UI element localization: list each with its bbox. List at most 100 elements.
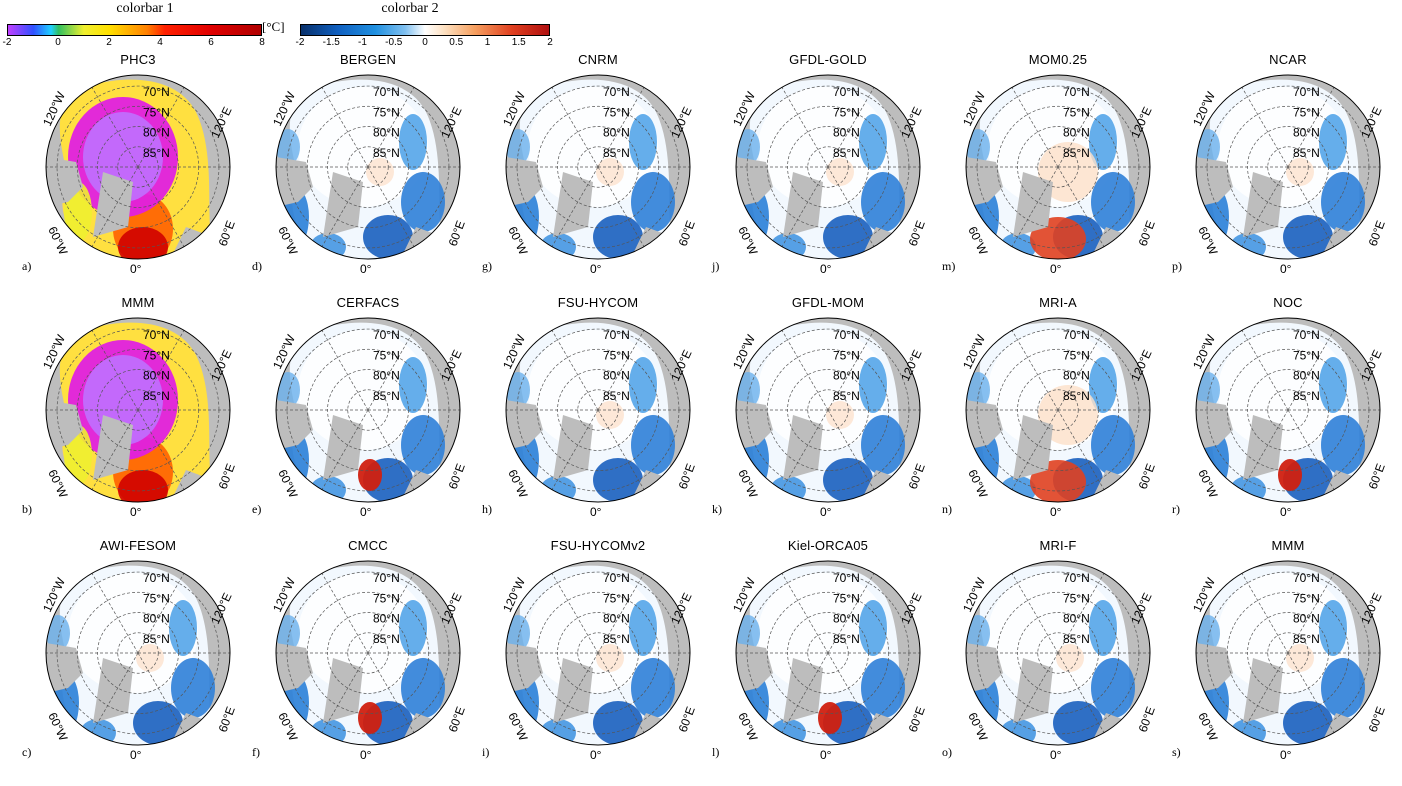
greenland	[1013, 172, 1053, 237]
map-border	[965, 317, 1151, 503]
labrador-anomaly	[540, 476, 576, 502]
panel-title: CERFACS	[336, 295, 400, 310]
meridian-line	[1287, 330, 1335, 411]
map-border	[45, 317, 231, 503]
shelf-anomaly	[629, 357, 657, 413]
colorbar-2-tick: -0.5	[385, 37, 403, 48]
panel-letter: n)	[942, 502, 952, 516]
colorbar-2-tick: 0	[422, 37, 428, 48]
central-basin	[988, 573, 1118, 693]
meridian-line	[781, 409, 829, 490]
nordic-anomaly	[593, 458, 643, 502]
longitude-label: 0°	[1050, 505, 1062, 519]
greenland	[1243, 658, 1283, 723]
labrador-anomaly	[1230, 233, 1266, 259]
colorbar-2-tick: -1	[358, 37, 367, 48]
canadian-archipelago	[506, 400, 543, 450]
latitude-label: 80°N	[833, 369, 860, 383]
nordic-anomaly	[823, 458, 873, 502]
shelf-anomaly	[1089, 114, 1117, 170]
colorbar-1-tick: -2	[2, 37, 12, 48]
meridian-line	[137, 652, 185, 733]
latitude-label: 80°N	[1063, 369, 1090, 383]
latitude-label: 80°N	[1063, 126, 1090, 140]
shelf-anomaly	[1319, 600, 1347, 656]
greenland	[553, 415, 593, 480]
longitude-label: 0°	[1050, 748, 1062, 762]
warm-anomaly	[1278, 459, 1302, 491]
greenland	[1013, 658, 1053, 723]
panel-title: MMM	[1271, 538, 1305, 553]
meridian-line	[1241, 330, 1289, 411]
latitude-label: 70°N	[373, 571, 400, 585]
canadian-archipelago	[736, 400, 773, 450]
greenland	[553, 172, 593, 237]
meridian-line	[597, 652, 645, 733]
shelf-anomaly	[629, 600, 657, 656]
meridian-line	[1057, 330, 1105, 411]
meridian-line	[1011, 330, 1059, 411]
meridian-line	[551, 573, 599, 654]
labrador-anomaly	[310, 476, 346, 502]
map-panel: NCAR p) 70°N 75°N 80°N 85°N 120°W 120°E 60°W 60°E…	[1172, 52, 1402, 300]
map-border	[275, 560, 461, 746]
beaufort-anomaly	[46, 615, 70, 651]
beaufort-anomaly	[506, 615, 530, 651]
longitude-label: 60°E	[676, 462, 698, 491]
longitude-label: 60°E	[906, 705, 928, 734]
longitude-label: 60°E	[446, 705, 468, 734]
labrador-anomaly	[770, 476, 806, 502]
longitude-label: 60°W	[505, 224, 530, 257]
latitude-label: 75°N	[603, 591, 630, 605]
colorbar-1-tick: 2	[106, 37, 112, 48]
warm-atlantic-core	[118, 227, 168, 259]
colorbar-2-tick: 2	[547, 37, 553, 48]
map-panel: CERFACS e) 70°N 75°N 80°N 85°N 120°W 120°E 60°W 6…	[252, 295, 484, 543]
meridian-line	[551, 87, 599, 168]
labrador-anomaly	[310, 719, 346, 745]
colorbar-1-title: colorbar 1	[116, 1, 174, 16]
greenland	[93, 658, 133, 723]
canadian-archipelago	[46, 643, 83, 693]
colorbar-2-tick: -1.5	[322, 37, 340, 48]
latitude-label: 70°N	[143, 85, 170, 99]
latitude-label: 85°N	[1293, 389, 1320, 403]
meridian-line	[137, 166, 185, 247]
longitude-label: 60°W	[1195, 224, 1220, 257]
meridian-line	[1057, 573, 1105, 654]
longitude-label: 60°W	[45, 467, 70, 500]
latitude-label: 80°N	[603, 612, 630, 626]
beaufort-anomaly	[736, 615, 760, 651]
latitude-label: 70°N	[1063, 571, 1090, 585]
latitude-label: 80°N	[833, 126, 860, 140]
panel-title: MOM0.25	[1028, 52, 1088, 67]
latitude-label: 70°N	[1293, 571, 1320, 585]
canadian-archipelago	[966, 400, 1003, 450]
colorbar-2-tick: 1.5	[511, 37, 526, 48]
longitude-label: 60°E	[676, 219, 698, 248]
warm-anomaly	[818, 702, 842, 734]
warm-anomaly	[358, 459, 382, 491]
latitude-label: 70°N	[833, 85, 860, 99]
map-panel: GFDL-MOM k) 70°N 75°N 80°N 85°N 120°W 120°E 60°W…	[712, 295, 944, 543]
meridian-line	[1011, 573, 1059, 654]
colorbar-1	[7, 24, 262, 36]
central-basin	[528, 573, 658, 693]
barents-anomaly	[1321, 658, 1365, 718]
labrador-anomaly	[80, 719, 116, 745]
latitude-label: 70°N	[1293, 85, 1320, 99]
shelf-anomaly	[399, 114, 427, 170]
map-border	[275, 74, 461, 260]
longitude-label: 0°	[820, 505, 832, 519]
meridian-line	[827, 409, 875, 490]
latitude-label: 85°N	[373, 389, 400, 403]
meridian-line	[137, 409, 185, 490]
latitude-label: 75°N	[833, 105, 860, 119]
longitude-label: 0°	[1280, 262, 1292, 276]
panel-letter: f)	[252, 745, 260, 759]
panel-letter: j)	[712, 259, 720, 273]
panel-title: FSU-HYCOMv2	[550, 538, 646, 553]
canadian-archipelago	[506, 643, 543, 693]
